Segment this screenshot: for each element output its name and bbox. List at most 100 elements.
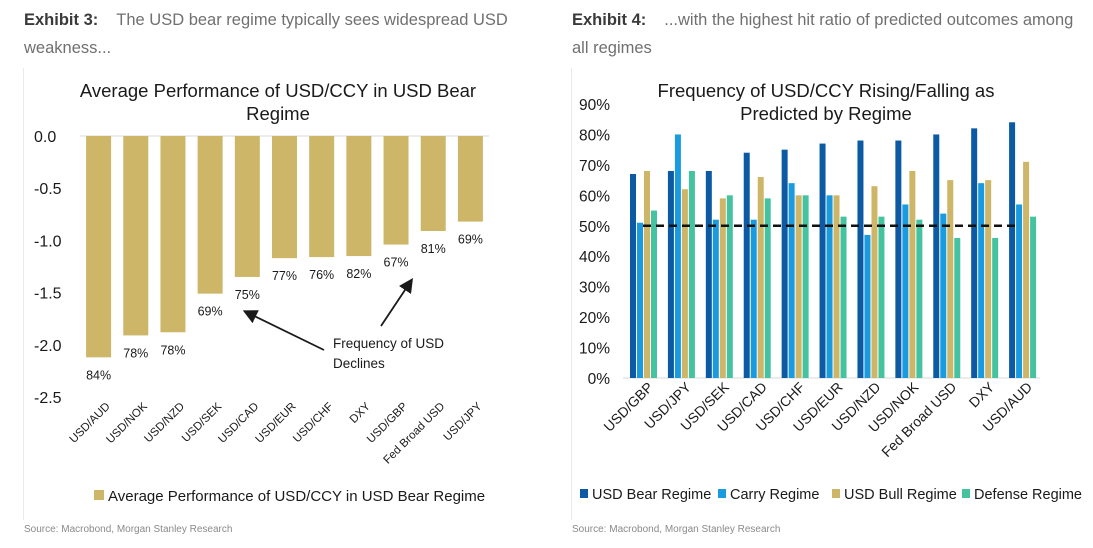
- data-label: 77%: [272, 269, 297, 283]
- bar-defense-regime: [992, 237, 999, 378]
- bar: [420, 136, 446, 232]
- bar-carry-regime: [1016, 204, 1023, 378]
- bar-usd-bull-regime: [1023, 161, 1030, 378]
- bar-usd-bull-regime: [757, 177, 764, 378]
- bar-carry-regime: [940, 213, 947, 378]
- data-label: 81%: [421, 242, 446, 256]
- legend-swatch: [832, 489, 840, 498]
- exhibit-3-label: Exhibit 3:: [24, 11, 99, 29]
- exhibit-4-text: ...with the highest hit ratio of predict…: [572, 11, 1074, 57]
- bar-carry-regime: [978, 183, 985, 378]
- bar-carry-regime: [712, 219, 719, 378]
- bar: [346, 136, 372, 257]
- data-label: 76%: [309, 268, 334, 282]
- bar-usd-bull-regime: [947, 180, 954, 378]
- legend-label: Carry Regime: [730, 487, 819, 503]
- x-tick-label: DXY: [348, 400, 373, 425]
- legend-swatch: [962, 489, 970, 498]
- bar-defense-regime: [840, 216, 847, 378]
- data-label: 78%: [160, 343, 185, 357]
- x-tick-label: DXY: [966, 378, 998, 410]
- bar: [234, 136, 260, 277]
- exhibit-4-caption: Exhibit 4: ...with the highest hit ratio …: [572, 6, 1082, 62]
- chart-frequency-by-regime-svg: Frequency of USD/CCY Rising/Falling asPr…: [579, 80, 1082, 503]
- y-tick-label: 80%: [579, 127, 610, 144]
- bar-defense-regime: [954, 237, 961, 378]
- bar-defense-regime: [688, 170, 695, 378]
- legend-swatch: [718, 489, 726, 498]
- y-tick-label: -0.5: [34, 181, 62, 198]
- bar: [160, 136, 186, 333]
- bar-usd-bear-regime: [819, 143, 826, 378]
- bar: [309, 136, 335, 258]
- legend-label: USD Bear Regime: [592, 487, 711, 503]
- annotation-text: Frequency of USD: [333, 336, 444, 351]
- bar-usd-bull-regime: [909, 170, 916, 378]
- x-tick-label: USD/NZD: [142, 401, 187, 446]
- annotation-arrow: [242, 310, 325, 351]
- x-tick-label: USD/CHF: [291, 401, 336, 446]
- exhibit-4-label: Exhibit 4:: [572, 11, 647, 29]
- exhibit-3-source: Source: Macrobond, Morgan Stanley Resear…: [24, 524, 233, 535]
- y-tick-label: 20%: [579, 310, 610, 327]
- x-tick-label: USD/JPY: [442, 400, 485, 443]
- data-label: 82%: [346, 267, 371, 281]
- chart-title-line: Regime: [246, 103, 310, 124]
- bar-defense-regime: [651, 210, 657, 378]
- x-tick-label: USD/NOK: [104, 400, 150, 446]
- annotation-text: Declines: [333, 356, 385, 371]
- bar-defense-regime: [878, 216, 885, 378]
- y-tick-label: 0%: [588, 371, 611, 388]
- bar-carry-regime: [788, 183, 795, 378]
- data-label: 69%: [198, 305, 223, 319]
- exhibit-3-text: The USD bear regime typically sees wides…: [24, 11, 508, 57]
- bar: [197, 136, 223, 294]
- legend-label: Average Performance of USD/CCY in USD Be…: [108, 488, 485, 505]
- data-label: 75%: [235, 288, 260, 302]
- chart-frequency-by-regime: Frequency of USD/CCY Rising/Falling as Pr…: [571, 68, 1093, 520]
- legend-swatch: [580, 489, 588, 498]
- legend-swatch: [94, 490, 104, 500]
- data-label: 67%: [384, 256, 409, 270]
- y-tick-label: -1.0: [34, 233, 62, 250]
- bar: [383, 136, 409, 245]
- chart-title-line: Frequency of USD/CCY Rising/Falling as: [658, 80, 995, 101]
- data-label: 84%: [86, 368, 111, 382]
- bar: [457, 136, 483, 222]
- legend-label: Defense Regime: [974, 487, 1082, 503]
- bar-usd-bull-regime: [719, 198, 726, 378]
- y-tick-label: -2.0: [34, 338, 62, 355]
- bar-carry-regime: [826, 195, 833, 378]
- bar-carry-regime: [750, 219, 757, 378]
- y-tick-label: 40%: [579, 249, 610, 266]
- y-tick-label: 0.0: [34, 129, 56, 146]
- y-tick-label: 70%: [579, 158, 610, 175]
- bar-usd-bull-regime: [644, 170, 650, 378]
- bar-usd-bear-regime: [743, 152, 750, 378]
- y-tick-label: -2.5: [34, 390, 62, 407]
- bar-defense-regime: [726, 195, 733, 378]
- bar-usd-bear-regime: [781, 149, 788, 378]
- bar-defense-regime: [916, 219, 923, 378]
- bar-usd-bull-regime: [681, 189, 688, 378]
- bar-usd-bear-regime: [895, 140, 902, 378]
- chart-average-performance-svg: Average Performance of USD/CCY in USD Be…: [34, 80, 489, 505]
- legend-label: USD Bull Regime: [844, 487, 957, 503]
- y-tick-label: 60%: [579, 188, 610, 205]
- bar-usd-bull-regime: [985, 180, 992, 378]
- y-tick-label: 10%: [579, 341, 610, 358]
- chart-title-line: Predicted by Regime: [740, 103, 912, 124]
- bar-usd-bear-regime: [971, 128, 978, 378]
- bar-carry-regime: [864, 234, 871, 378]
- x-tick-label: USD/EUR: [254, 401, 299, 446]
- bar-usd-bull-regime: [795, 195, 802, 378]
- bar-carry-regime: [902, 204, 909, 378]
- bar: [123, 136, 149, 336]
- data-label: 69%: [458, 233, 483, 247]
- data-label: 78%: [123, 346, 148, 360]
- bar-defense-regime: [764, 198, 771, 378]
- y-tick-label: 50%: [579, 219, 610, 236]
- bar-defense-regime: [802, 195, 809, 378]
- bar-usd-bear-regime: [630, 174, 636, 378]
- bar-usd-bear-regime: [857, 140, 864, 378]
